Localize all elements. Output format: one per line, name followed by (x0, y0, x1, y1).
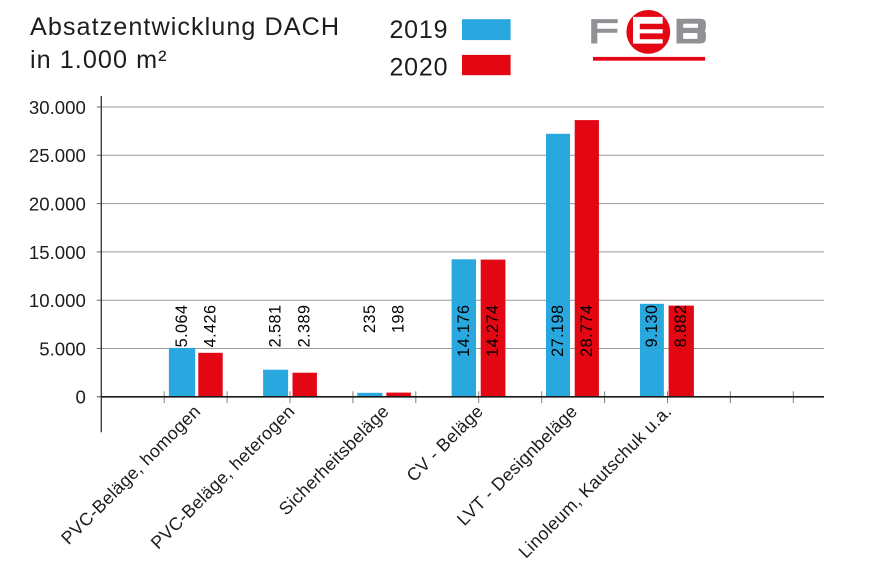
svg-text:5.000: 5.000 (39, 338, 86, 359)
svg-text:8.882: 8.882 (672, 305, 690, 348)
svg-text:235: 235 (361, 305, 379, 333)
svg-text:25.000: 25.000 (29, 145, 86, 166)
svg-text:27.198: 27.198 (549, 305, 567, 357)
svg-text:2.389: 2.389 (296, 305, 314, 348)
svg-text:2019: 2019 (389, 16, 448, 44)
svg-text:2.581: 2.581 (267, 305, 285, 348)
svg-text:28.774: 28.774 (578, 305, 596, 357)
svg-text:4.426: 4.426 (202, 305, 220, 348)
svg-text:5.064: 5.064 (173, 305, 191, 348)
svg-text:2020: 2020 (389, 53, 448, 81)
svg-text:in 1.000 m²: in 1.000 m² (30, 46, 168, 74)
svg-text:15.000: 15.000 (29, 242, 86, 263)
svg-text:198: 198 (390, 305, 408, 333)
svg-text:Absatzentwicklung DACH: Absatzentwicklung DACH (30, 13, 340, 41)
svg-text:0: 0 (75, 387, 85, 408)
svg-text:10.000: 10.000 (29, 290, 86, 311)
svg-text:14.176: 14.176 (455, 305, 473, 357)
svg-text:9.130: 9.130 (643, 305, 661, 348)
svg-text:30.000: 30.000 (29, 97, 86, 118)
svg-text:20.000: 20.000 (29, 194, 86, 215)
svg-text:14.274: 14.274 (484, 305, 502, 357)
